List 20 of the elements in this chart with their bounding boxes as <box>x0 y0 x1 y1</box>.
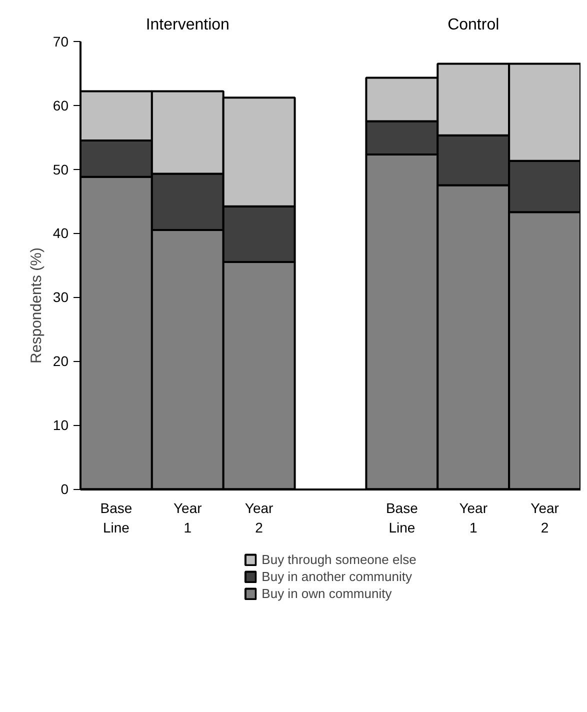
text: Intervention <box>146 16 230 34</box>
y-tick-label: 40 <box>52 225 69 242</box>
y-tick-label: 0 <box>60 481 69 498</box>
y-tick-label: 30 <box>52 289 69 306</box>
y-tick-label: 60 <box>52 97 69 114</box>
text: Control <box>448 16 500 34</box>
x-tick-label: Year 1 <box>459 500 488 536</box>
x-tick-label: Year 2 <box>530 500 560 536</box>
x-tick-label: Year 1 <box>174 500 202 536</box>
legend-label: Buy through someone else <box>262 552 416 567</box>
y-tick-label: 10 <box>52 417 69 434</box>
legend-label: Buy in own community <box>262 586 392 601</box>
legend-label: Buy in another community <box>262 569 412 584</box>
x-tick-label: Base Line <box>386 500 418 536</box>
x-tick-label: Year 2 <box>244 500 274 536</box>
y-axis-title: Respondents (%) <box>28 248 45 364</box>
x-tick-label: Base Line <box>100 500 132 536</box>
y-tick-label: 70 <box>52 33 69 50</box>
y-tick-label: 50 <box>52 161 69 178</box>
y-tick-label: 20 <box>52 353 69 370</box>
